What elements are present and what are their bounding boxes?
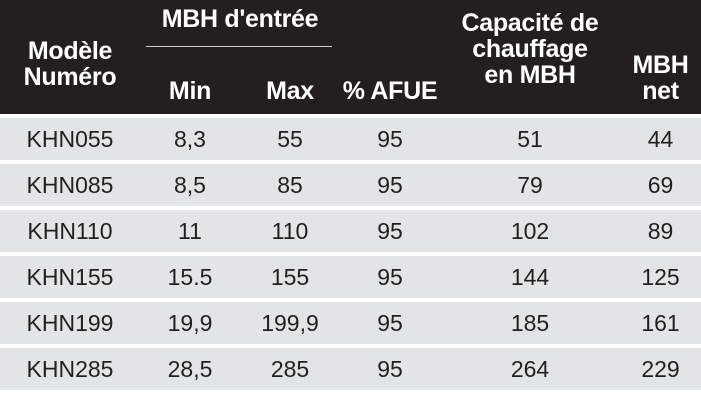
cell-max: 285 [270,356,310,382]
header-group-divider [146,46,332,47]
header-model-line-1: Modèle [27,37,113,65]
cell-min: 8,5 [174,172,206,198]
cell-model: KHN110 [27,218,113,244]
cell-min: 8,3 [174,126,206,152]
cell-afue: 95 [377,172,403,198]
table-header: Modèle Numéro MBH d'entrée Min Max % AFU… [0,0,701,114]
cell-net: 44 [647,126,674,152]
cell-net: 229 [641,356,680,382]
cell-model: KHN199 [26,310,114,336]
table-row: KHN199 19,9 199,9 95 185 161 [0,298,701,344]
header-afue: % AFUE [342,77,438,105]
header-model-line-2: Numéro [23,63,117,91]
cell-afue: 95 [377,218,403,244]
cell-model: KHN085 [26,172,114,198]
header-net-line-1: MBH [632,51,689,79]
table-row: KHN055 8,3 55 95 51 44 [0,114,701,160]
header-capacity-line-3: en MBH [484,61,576,89]
cell-max: 155 [270,264,310,290]
cell-net: 161 [641,310,680,336]
header-model: Modèle Numéro [8,38,132,90]
cell-net: 89 [647,218,674,244]
table-row: KHN085 8,5 85 95 79 69 [0,160,701,206]
table-row: KHN285 28,5 285 95 264 229 [0,344,701,390]
header-capacity-line-2: chauffage [472,35,588,63]
cell-min: 15.5 [167,264,213,290]
cell-capacity: 264 [510,356,550,382]
header-min: Min [168,77,212,105]
cell-min: 19,9 [167,310,213,336]
cell-capacity: 79 [517,172,543,198]
cell-model: KHN155 [26,264,114,290]
cell-net: 125 [641,264,680,290]
header-net-line-2: net [642,77,679,105]
cell-afue: 95 [377,310,403,336]
cell-max: 110 [271,218,309,244]
cell-afue: 95 [377,264,403,290]
cell-afue: 95 [377,356,403,382]
table-row: KHN155 15.5 155 95 144 125 [0,252,701,298]
cell-min: 28,5 [167,356,213,382]
cell-capacity: 144 [510,264,550,290]
cell-capacity: 185 [510,310,550,336]
cell-afue: 95 [377,126,403,152]
cell-model: KHN055 [26,126,114,152]
header-capacity-line-1: Capacité de [461,9,599,37]
header-max: Max [266,77,314,105]
header-capacity: Capacité de chauffage en MBH [440,10,620,88]
cell-min: 11 [178,218,202,244]
cell-capacity: 51 [517,126,543,152]
cell-max: 85 [277,172,303,198]
header-input-group: MBH d'entrée [161,5,319,33]
cell-max: 55 [277,126,303,152]
table-row: KHN110 11 110 95 102 89 [0,206,701,252]
table-body: KHN055 8,3 55 95 51 44 KHN085 8,5 85 95 … [0,114,701,390]
cell-model: KHN285 [26,356,114,382]
header-net: MBH net [620,52,701,104]
cell-capacity: 102 [510,218,550,244]
cell-net: 69 [647,172,674,198]
cell-max: 199,9 [261,310,319,336]
